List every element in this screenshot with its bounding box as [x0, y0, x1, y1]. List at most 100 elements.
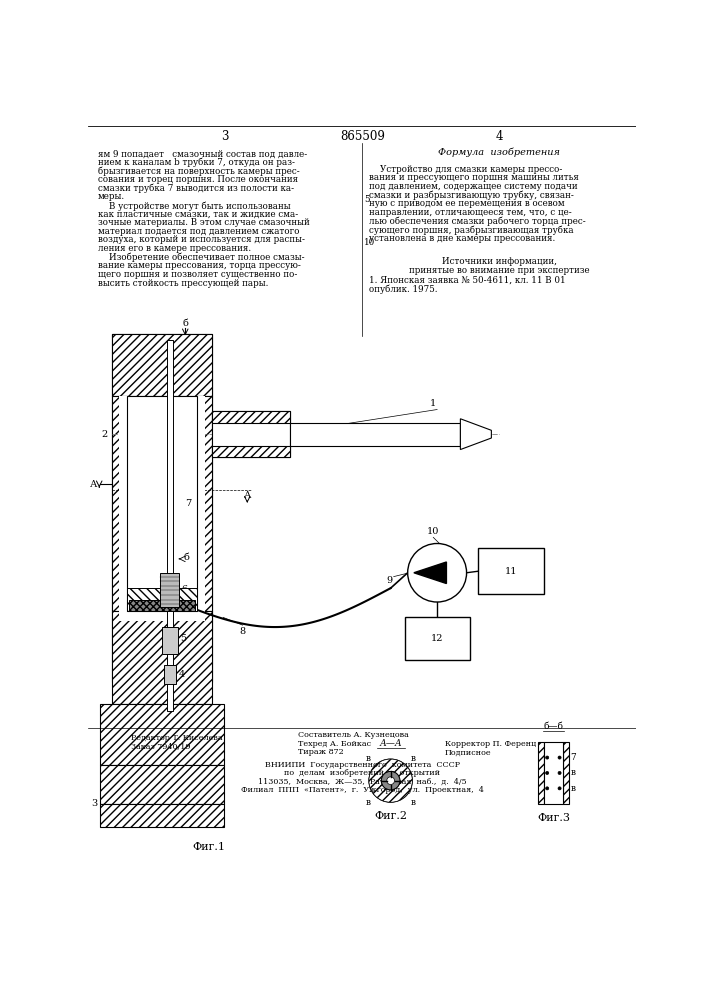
Text: опублик. 1975.: опублик. 1975.	[369, 284, 438, 294]
Text: в: в	[571, 768, 575, 777]
Text: лью обеспечения смазки рабочего торца прес-: лью обеспечения смазки рабочего торца пр…	[369, 216, 585, 226]
Text: 9: 9	[386, 576, 392, 585]
Text: зочные материалы. В этом случае смазочный: зочные материалы. В этом случае смазочны…	[98, 218, 310, 227]
Text: 10: 10	[427, 527, 440, 536]
Text: Корректор П. Ференц: Корректор П. Ференц	[445, 740, 536, 748]
Bar	[167, 340, 173, 711]
Text: меры.: меры.	[98, 192, 125, 201]
Bar	[163, 665, 176, 684]
Text: Изобретение обеспечивает полное смазы-: Изобретение обеспечивает полное смазы-	[98, 253, 304, 262]
Text: материал подается под давлением сжатого: материал подается под давлением сжатого	[98, 227, 299, 236]
Text: нием к каналам b трубки 7, откуда он раз-: нием к каналам b трубки 7, откуда он раз…	[98, 158, 295, 167]
Text: 7: 7	[571, 753, 576, 762]
Bar	[404, 617, 470, 660]
Text: сующего поршня, разбрызгивающая трубка: сующего поршня, разбрызгивающая трубка	[369, 225, 573, 235]
Bar	[127, 588, 197, 611]
Text: 6: 6	[182, 585, 187, 594]
Bar	[544, 742, 563, 804]
Text: ления его в камере прессования.: ления его в камере прессования.	[98, 244, 251, 253]
Text: в: в	[411, 754, 416, 763]
Circle shape	[381, 771, 400, 790]
Text: б: б	[182, 319, 188, 328]
Text: ям 9 попадает   смазочный состав под давле-: ям 9 попадает смазочный состав под давле…	[98, 149, 307, 158]
Text: установлена в дне камеры прессования.: установлена в дне камеры прессования.	[369, 234, 555, 243]
Circle shape	[546, 771, 549, 774]
Text: 1. Японская заявка № 50-4611, кл. 11 В 01: 1. Японская заявка № 50-4611, кл. 11 В 0…	[369, 276, 566, 285]
Bar	[563, 742, 569, 804]
Text: 3: 3	[221, 130, 229, 143]
Bar	[160, 573, 179, 607]
Bar	[212, 446, 290, 457]
Text: принятые во внимание при экспертизе: принятые во внимание при экспертизе	[409, 266, 590, 275]
Text: Фиг.2: Фиг.2	[374, 811, 407, 821]
Bar	[112, 334, 212, 682]
Circle shape	[369, 759, 412, 802]
Circle shape	[546, 756, 549, 759]
Bar	[478, 548, 544, 594]
Circle shape	[558, 771, 561, 774]
Text: 1: 1	[429, 399, 436, 408]
Text: 865509: 865509	[340, 130, 385, 143]
Text: А: А	[90, 480, 98, 489]
Text: Техред А. Бойкас: Техред А. Бойкас	[298, 740, 370, 748]
Text: Составитель А. Кузнецова: Составитель А. Кузнецова	[298, 731, 409, 739]
Text: смазки трубка 7 выводится из полости ка-: смазки трубка 7 выводится из полости ка-	[98, 184, 294, 193]
Text: Фиг.1: Фиг.1	[192, 842, 225, 852]
Text: как пластичные смазки, так и жидкие сма-: как пластичные смазки, так и жидкие сма-	[98, 210, 298, 219]
Text: 3: 3	[91, 799, 98, 808]
Text: Фиг.3: Фиг.3	[537, 813, 570, 823]
Polygon shape	[460, 419, 491, 450]
Text: ВНИИПИ  Государственного  комитета  СССР: ВНИИПИ Государственного комитета СССР	[265, 761, 460, 769]
Wedge shape	[369, 759, 412, 802]
Bar	[162, 627, 177, 654]
Circle shape	[546, 787, 549, 790]
Bar	[212, 411, 290, 423]
Text: в: в	[571, 784, 575, 793]
Circle shape	[408, 544, 467, 602]
Bar	[112, 396, 127, 611]
Text: Редактор Т. Киселева: Редактор Т. Киселева	[131, 734, 223, 742]
Text: 5: 5	[180, 634, 186, 643]
Text: 113035,  Москва,  Ж—35,  Раушская  наб.,  д.  4/5: 113035, Москва, Ж—35, Раушская наб., д. …	[258, 778, 467, 786]
Text: 4: 4	[178, 670, 185, 679]
Bar	[112, 334, 212, 396]
Text: б: б	[184, 553, 189, 562]
Text: 7: 7	[185, 499, 192, 508]
Text: щего поршня и позволяет существенно по-: щего поршня и позволяет существенно по-	[98, 270, 297, 279]
Text: направлении, отличающееся тем, что, с це-: направлении, отличающееся тем, что, с це…	[369, 208, 572, 217]
Circle shape	[387, 777, 395, 785]
Text: воздуха, который и используется для распы-: воздуха, который и используется для расп…	[98, 235, 305, 244]
Text: Источники информации,: Источники информации,	[442, 257, 557, 266]
Text: сования и торец поршня. После окончания: сования и торец поршня. После окончания	[98, 175, 298, 184]
Text: 5: 5	[364, 195, 369, 204]
Text: под давлением, содержащее систему подачи: под давлением, содержащее систему подачи	[369, 182, 578, 191]
Circle shape	[558, 787, 561, 790]
Text: 4: 4	[496, 130, 503, 143]
Text: Устройство для смазки камеры прессо-: Устройство для смазки камеры прессо-	[369, 165, 562, 174]
Text: вание камеры прессования, торца прессую-: вание камеры прессования, торца прессую-	[98, 261, 300, 270]
Text: 12: 12	[431, 634, 443, 643]
Bar	[538, 742, 544, 804]
Bar	[197, 396, 212, 611]
Text: А—А: А—А	[379, 739, 402, 748]
Polygon shape	[414, 562, 446, 584]
Text: 11: 11	[505, 567, 517, 576]
Text: брызгивается на поверхность камеры прес-: брызгивается на поверхность камеры прес-	[98, 167, 300, 176]
Bar	[290, 423, 460, 446]
Bar	[129, 600, 195, 611]
Text: в: в	[366, 798, 370, 807]
Text: ную с приводом ее перемещения в осевом: ную с приводом ее перемещения в осевом	[369, 199, 565, 208]
Circle shape	[558, 756, 561, 759]
Text: б—б: б—б	[544, 722, 563, 731]
Bar	[100, 704, 224, 765]
Text: 2: 2	[102, 430, 107, 439]
Text: высить стойкость прессующей пары.: высить стойкость прессующей пары.	[98, 279, 268, 288]
Bar	[119, 396, 204, 620]
Text: А: А	[244, 491, 251, 500]
Bar	[212, 411, 290, 457]
Text: 8: 8	[240, 627, 245, 636]
Text: Подписное: Подписное	[445, 748, 491, 756]
Text: 10: 10	[364, 238, 375, 247]
Bar	[100, 804, 224, 827]
Text: В устройстве могут быть использованы: В устройстве могут быть использованы	[98, 201, 291, 211]
